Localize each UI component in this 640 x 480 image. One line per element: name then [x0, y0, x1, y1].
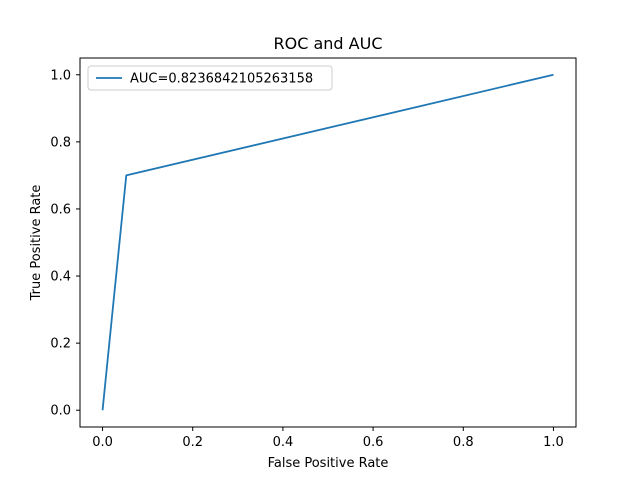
legend-entry-label: AUC=0.8236842105263158 — [130, 72, 313, 87]
legend: AUC=0.8236842105263158 — [87, 65, 333, 91]
x-axis-ticks: 0.0 0.2 0.4 0.6 0.8 1.0 — [92, 427, 564, 450]
x-tick-label: 0.6 — [363, 435, 384, 450]
y-axis-ticks: 0.0 0.2 0.4 0.6 0.8 1.0 — [50, 68, 80, 419]
x-tick-label: 0.8 — [453, 435, 474, 450]
y-tick-label: 0.8 — [50, 135, 71, 150]
legend-box — [87, 65, 333, 91]
x-tick-label: 0.2 — [182, 435, 203, 450]
y-tick-label: 1.0 — [50, 68, 71, 83]
roc-curve-line — [101, 73, 554, 411]
y-tick-label: 0.4 — [50, 270, 71, 285]
y-tick-label: 0.6 — [50, 202, 71, 217]
series-layer — [101, 73, 554, 411]
x-axis-label: False Positive Rate — [268, 456, 389, 471]
x-tick-label: 0.4 — [273, 435, 294, 450]
y-tick-label: 0.0 — [50, 404, 71, 419]
y-tick-label: 0.2 — [50, 337, 71, 352]
y-axis-label: True Positive Rate — [29, 185, 44, 302]
plot-frame — [79, 57, 577, 428]
x-tick-label: 0.0 — [92, 435, 113, 450]
x-tick-label: 1.0 — [543, 435, 564, 450]
chart-title: ROC and AUC — [274, 34, 383, 53]
